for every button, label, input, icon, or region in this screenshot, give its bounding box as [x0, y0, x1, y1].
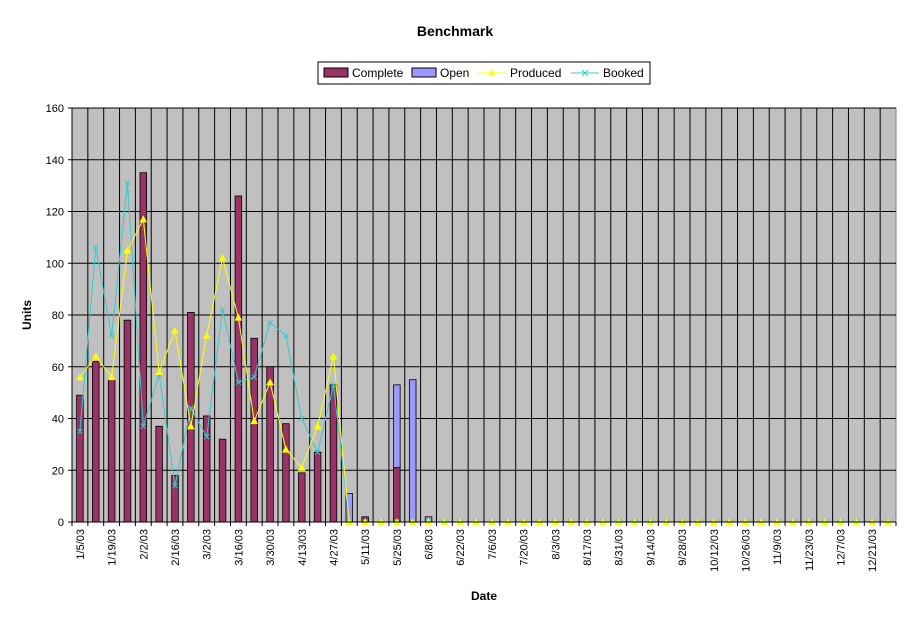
x-tick-label: 1/19/03	[107, 529, 119, 566]
bar-open	[393, 384, 401, 469]
x-tick-labels: 1/5/03 1/19/03 2/2/03 2/16/03 3/2/03 3/16/03 3…	[75, 529, 879, 572]
x-tick-label: 6/8/03	[424, 529, 436, 560]
point-booked	[77, 428, 83, 435]
x-tick-label: 5/25/03	[392, 529, 404, 566]
axes	[68, 107, 897, 526]
point-produced	[313, 422, 322, 430]
x-tick-label: 4/27/03	[328, 529, 340, 566]
point-booked	[283, 332, 289, 339]
bar-complete	[298, 472, 306, 523]
point-booked	[298, 415, 305, 422]
x-tick-label: 1/5/03	[75, 529, 87, 560]
y-tick-label: 120	[46, 207, 64, 219]
legend-swatch-open	[411, 67, 437, 78]
bar-complete	[92, 361, 100, 523]
x-tick-label: 5/11/03	[360, 529, 372, 565]
bar-complete	[393, 467, 401, 523]
point-produced	[297, 463, 306, 471]
legend-label-booked: Booked	[603, 66, 644, 80]
x-tick-label: 11/9/03	[772, 529, 784, 565]
point-produced	[139, 215, 148, 223]
point-produced	[123, 246, 132, 254]
bar-complete	[107, 379, 116, 523]
bar-complete	[123, 319, 132, 523]
bar-complete	[76, 394, 84, 523]
x-tick-label: 7/20/03	[519, 529, 531, 566]
bar-complete	[250, 337, 258, 523]
legend-label-open: Open	[440, 66, 469, 80]
point-produced	[234, 313, 243, 321]
point-produced	[155, 367, 164, 375]
legend-swatch-complete	[323, 67, 349, 78]
point-produced	[250, 417, 259, 425]
legend-marker-booked	[581, 69, 589, 77]
bar-open	[408, 379, 417, 523]
chart-title: Benchmark	[417, 23, 493, 39]
x-tick-label: 3/16/03	[233, 529, 245, 566]
bar-complete	[218, 438, 227, 523]
point-produced	[75, 373, 84, 381]
point-booked	[124, 180, 131, 186]
point-produced	[266, 378, 275, 386]
point-booked	[267, 319, 273, 326]
x-tick-label: 2/16/03	[170, 529, 182, 566]
x-tick-label: 12/7/03	[836, 529, 848, 566]
point-booked	[187, 405, 194, 412]
point-booked	[92, 244, 99, 251]
y-tick-label: 80	[52, 310, 64, 322]
point-booked	[140, 423, 147, 430]
y-tick-label: 100	[46, 258, 64, 270]
point-produced	[171, 326, 179, 334]
legend-label-produced: Produced	[510, 66, 561, 80]
bar-complete	[234, 195, 243, 523]
x-tick-label: 10/26/03	[740, 529, 752, 572]
bar-complete	[139, 172, 148, 523]
y-tick-label: 40	[52, 414, 64, 426]
legend-marker-produced	[488, 69, 496, 76]
point-booked	[172, 482, 178, 489]
x-tick-label: 8/17/03	[582, 529, 594, 566]
y-tick-label: 160	[46, 103, 64, 115]
x-tick-label: 10/12/03	[709, 529, 721, 572]
x-tick-label: 3/30/03	[265, 529, 277, 566]
bar-complete	[313, 451, 322, 523]
y-tick-label: 140	[46, 155, 64, 167]
x-tick-label: 7/6/03	[487, 529, 499, 560]
y-tick-label: 0	[58, 517, 64, 529]
x-tick-label: 8/3/03	[550, 529, 562, 560]
point-produced	[91, 352, 100, 360]
x-tick-label: 4/13/03	[297, 529, 309, 566]
y-tick-label: 60	[52, 362, 64, 374]
point-produced	[186, 422, 195, 430]
point-produced	[329, 352, 338, 360]
x-tick-label: 8/31/03	[614, 529, 626, 566]
point-booked	[219, 306, 226, 313]
y-tick-label: 20	[52, 465, 64, 477]
point-booked	[330, 382, 337, 388]
x-tick-label: 9/28/03	[677, 529, 689, 566]
x-tick-label: 2/2/03	[138, 529, 150, 560]
point-produced	[281, 445, 290, 453]
legend-label-complete: Complete	[352, 66, 404, 80]
point-produced	[218, 254, 227, 262]
y-tick-labels: 0 20 40 60 80 100 120 140 160	[46, 103, 64, 529]
x-tick-label: 11/23/03	[804, 529, 816, 571]
gridlines	[72, 107, 896, 522]
y-axis-title: Units	[20, 300, 34, 330]
legend: Complete Open Produced Booked	[317, 61, 651, 85]
x-tick-label: 12/21/03	[867, 529, 879, 572]
point-booked	[314, 449, 321, 455]
x-axis-title: Date	[471, 589, 497, 603]
point-booked	[203, 433, 210, 440]
point-produced	[202, 331, 211, 339]
bar-complete	[155, 425, 163, 523]
x-tick-label: 9/14/03	[645, 529, 657, 566]
point-booked	[108, 332, 115, 339]
x-tick-label: 3/2/03	[202, 529, 214, 560]
x-tick-label: 6/22/03	[455, 529, 467, 566]
point-booked	[235, 379, 242, 386]
point-booked	[251, 374, 258, 380]
point-produced	[107, 373, 116, 381]
